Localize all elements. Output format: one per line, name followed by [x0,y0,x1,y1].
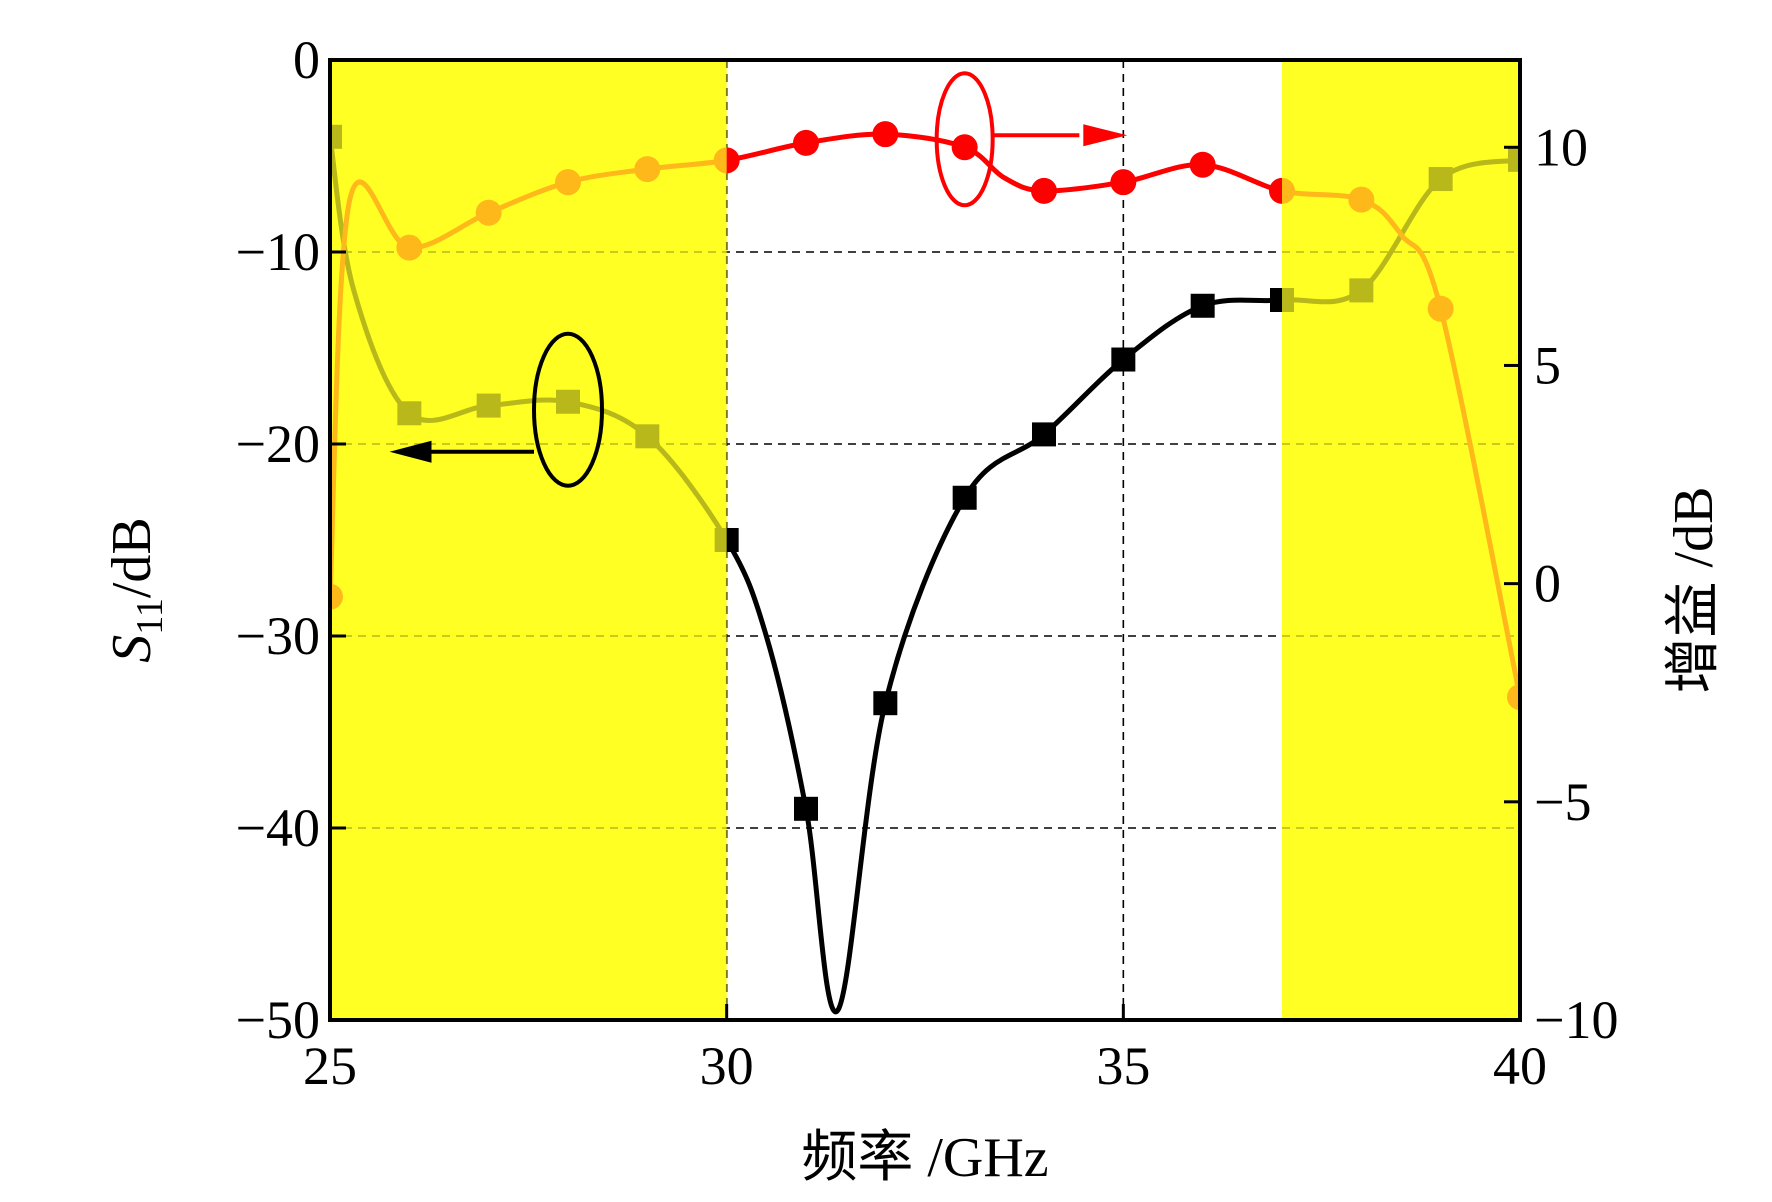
x-tick-label-25: 25 [303,1036,357,1096]
y-left-tick-label--10: −10 [236,222,320,282]
series-0-marker-9 [1032,422,1056,447]
shaded-regions [330,60,1520,1020]
y-left-title-subscript: 11 [129,598,171,635]
annotation-arrow-gain-head [1083,124,1128,147]
y-axis-left-title: S11/dB [101,517,171,663]
axes: 25 30 35 40 0 −10 −20 −30 −40 −50 10 5 0 −5 −10 [236,30,1619,1096]
annotations [389,71,1128,488]
plot-frame [328,58,1522,1022]
series-0-marker-10 [1111,347,1136,372]
y-right-tick-label-0: 0 [1534,554,1561,614]
series-1-marker-11 [1189,151,1216,178]
annotation-ellipse-s11 [532,331,604,488]
y-left-tick-label--30: −30 [236,606,320,666]
x-axis-title: 频率 /GHz [801,1127,1048,1189]
x-tick-label-30: 30 [700,1036,754,1096]
y-axis-right-title: 增益 /dB [1663,487,1725,694]
series-1-marker-10 [1110,169,1137,196]
series-1-marker-9 [1031,177,1057,204]
y-right-tick-label--10: −10 [1534,990,1618,1050]
y-left-title-unit: /dB [101,517,163,598]
annotation-ellipse-gain [934,71,995,208]
series-1-marker-8 [951,134,978,161]
x-tick-label-40: 40 [1493,1036,1547,1096]
shaded-region-0 [330,60,727,1020]
series-0-marker-6 [794,796,818,821]
y-right-tick-label-10: 10 [1534,117,1588,177]
series-1-marker-7 [872,121,899,148]
series-0-marker-8 [952,485,977,510]
y-right-tick-label--5: −5 [1534,772,1591,832]
y-left-title-symbol: S [101,635,163,663]
y-right-tick-label-5: 5 [1534,335,1561,395]
series-0-marker-7 [873,691,898,716]
series-1-marker-6 [793,129,819,156]
y-left-tick-label-0: 0 [293,30,320,90]
annotation-arrow-s11-head [389,440,432,463]
y-left-tick-label--50: −50 [236,990,320,1050]
y-left-tick-label--40: −40 [236,798,320,858]
y-left-tick-label--20: −20 [236,414,320,474]
series-0-marker-11 [1190,293,1215,318]
x-tick-label-35: 35 [1096,1036,1150,1096]
shaded-region-1 [1282,60,1520,1020]
